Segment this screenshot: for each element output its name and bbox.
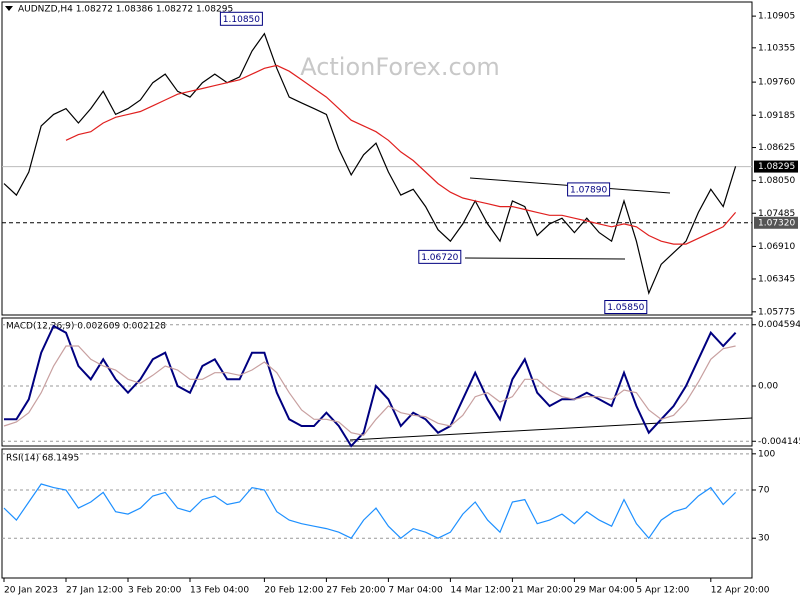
series-line [4, 324, 737, 448]
x-tick-label: 7 Mar 04:00 [388, 586, 443, 596]
x-tick-label: 21 Mar 20:00 [512, 586, 572, 596]
x-tick-label: 12 Apr 20:00 [711, 586, 770, 596]
x-tick-label: 5 Apr 12:00 [636, 586, 689, 596]
price-title: AUDNZD,H4 1.08272 1.08386 1.08272 1.0829… [18, 5, 233, 15]
annotation-label: 1.05850 [607, 303, 644, 313]
annotation-box [418, 249, 462, 264]
annotation-label: 1.07890 [570, 185, 607, 195]
y-tick-label: 1.06345 [758, 274, 795, 284]
y-tick-label: 1.05775 [758, 307, 795, 317]
series-line [3, 483, 737, 540]
y-tick-label: 1.10355 [758, 43, 795, 53]
y-tick-label: -0.004145 [758, 437, 800, 447]
y-tick-label: 100 [758, 449, 775, 459]
trendline [349, 417, 753, 441]
series-line [3, 345, 736, 436]
y-tick-label: 1.09760 [758, 78, 795, 88]
trendline [464, 257, 626, 260]
y-tick-label: 1.08050 [758, 176, 795, 186]
x-tick-label: 29 Mar 04:00 [574, 586, 634, 596]
x-tick-label: 20 Feb 12:00 [264, 586, 323, 596]
x-tick-label: 27 Feb 20:00 [326, 586, 385, 596]
rsi-panel [1, 448, 753, 579]
y-tick-label: 70 [758, 485, 770, 495]
y-tick-label: 1.10905 [758, 12, 795, 22]
rsi-title: RSI(14) 68.1495 [6, 454, 79, 464]
y-tick-label: 1.08625 [758, 143, 795, 153]
watermark: ActionForex.com [300, 53, 500, 81]
x-tick-label: 14 Mar 12:00 [450, 586, 510, 596]
y-tick-label: 0.004594 [758, 320, 800, 330]
x-tick-label: 27 Jan 12:00 [66, 586, 123, 596]
level-box [754, 216, 798, 229]
y-tick-label: 1.07485 [758, 209, 795, 219]
y-tick-label: 30 [758, 534, 770, 544]
level-box [754, 160, 798, 173]
macd-title: MACD(12,26,9) 0.002609 0.002128 [6, 322, 166, 332]
annotation-box [567, 182, 611, 197]
level-label: 1.08295 [758, 162, 795, 172]
series-line [65, 64, 737, 245]
menu-arrow[interactable] [5, 6, 13, 11]
level-label: 1.07320 [758, 218, 795, 228]
annotation-label: 1.06720 [421, 253, 458, 263]
x-tick-label: 13 Feb 04:00 [190, 586, 249, 596]
annotation-box [604, 300, 648, 315]
y-tick-label: 1.06910 [758, 242, 795, 252]
annotation-label: 1.10850 [223, 15, 260, 25]
macd-panel [1, 317, 753, 447]
x-tick-label: 20 Jan 2023 [4, 586, 58, 596]
series-line [3, 32, 737, 295]
price-panel [1, 1, 753, 316]
annotation-box [219, 11, 263, 26]
y-tick-label: 0.00 [758, 382, 778, 392]
x-tick-label: 3 Feb 20:00 [128, 586, 182, 596]
y-tick-label: 1.09185 [758, 111, 795, 121]
